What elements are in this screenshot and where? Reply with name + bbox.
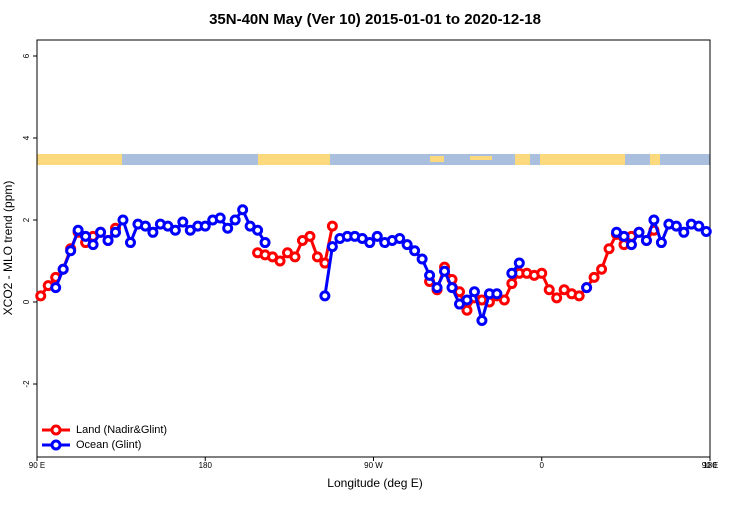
data-point: [289, 251, 301, 263]
y-tick-label: 2: [22, 217, 31, 222]
x-tick-label: 180: [703, 461, 717, 470]
x-axis-label: Longitude (deg E): [327, 476, 422, 490]
x-tick-label: 90 E: [29, 461, 45, 470]
data-point: [259, 237, 271, 249]
data-point: [618, 230, 630, 242]
legend-marker: [50, 439, 62, 451]
data-point: [633, 226, 645, 238]
data-point: [700, 225, 712, 237]
legend-marker: [50, 424, 62, 436]
data-point: [199, 220, 211, 232]
data-point: [506, 267, 518, 279]
data-point: [551, 292, 563, 304]
data-point: [237, 204, 249, 216]
data-point: [596, 263, 608, 275]
data-point: [169, 224, 181, 236]
data-point: [394, 232, 406, 244]
data-point: [670, 220, 682, 232]
data-point: [439, 265, 451, 277]
x-tick-label: 180: [199, 461, 213, 470]
data-point: [431, 282, 443, 294]
data-point: [117, 214, 129, 226]
data-point: [461, 294, 473, 306]
data-point: [461, 304, 473, 316]
data-point: [625, 239, 637, 251]
data-point: [214, 212, 226, 224]
x-tick-label: 90 W: [364, 461, 383, 470]
data-point: [648, 214, 660, 226]
data-point: [513, 257, 525, 269]
land-strip: [37, 154, 710, 165]
x-tick-label: 0: [540, 461, 545, 470]
data-point: [319, 290, 331, 302]
y-axis-label: XCO2 - MLO trend (ppm): [1, 181, 15, 316]
data-point: [304, 230, 316, 242]
data-point: [506, 278, 518, 290]
data-point: [311, 251, 323, 263]
data-point: [222, 222, 234, 234]
data-point: [65, 245, 77, 257]
data-point: [177, 216, 189, 228]
data-point: [274, 255, 286, 267]
data-point: [536, 267, 548, 279]
data-point: [476, 314, 488, 326]
x-tick-label: 90 E: [702, 461, 718, 470]
data-point: [95, 226, 107, 238]
data-point: [655, 237, 667, 249]
data-point: [573, 290, 585, 302]
data-point: [57, 263, 69, 275]
data-point: [102, 235, 114, 247]
data-point: [581, 282, 593, 294]
data-point: [139, 220, 151, 232]
legend-label: Ocean (Glint): [76, 439, 141, 451]
data-point: [491, 288, 503, 300]
data-point: [124, 237, 136, 249]
data-point: [603, 243, 615, 255]
data-point: [678, 226, 690, 238]
chart-title: 35N-40N May (Ver 10) 2015-01-01 to 2020-…: [209, 11, 541, 28]
data-point: [364, 237, 376, 249]
data-point: [588, 271, 600, 283]
data-point: [35, 290, 47, 302]
data-point: [319, 257, 331, 269]
data-point: [50, 282, 62, 294]
data-point: [147, 226, 159, 238]
data-point: [498, 294, 510, 306]
y-tick-label: 0: [22, 299, 31, 304]
legend: Land (Nadir&Glint) Ocean (Glint): [42, 424, 167, 451]
data-point: [72, 224, 84, 236]
data-point: [80, 230, 92, 242]
data-point: [693, 220, 705, 232]
data-point: [401, 239, 413, 251]
data-point: [326, 220, 338, 232]
data-point: [371, 230, 383, 242]
legend-label: Land (Nadir&Glint): [76, 424, 167, 436]
y-tick-label: 6: [22, 53, 31, 58]
y-tick-label: 4: [22, 135, 31, 140]
data-point: [87, 239, 99, 251]
data-point: [640, 235, 652, 247]
data-point: [110, 226, 122, 238]
data-point: [409, 245, 421, 257]
data-point: [424, 269, 436, 281]
data-point: [326, 241, 338, 253]
data-point: [543, 284, 555, 296]
data-point: [229, 214, 241, 226]
data-point: [468, 286, 480, 298]
y-tick-label: -2: [22, 380, 31, 388]
data-point: [252, 224, 264, 236]
data-point: [446, 282, 458, 294]
data-point: [416, 253, 428, 265]
